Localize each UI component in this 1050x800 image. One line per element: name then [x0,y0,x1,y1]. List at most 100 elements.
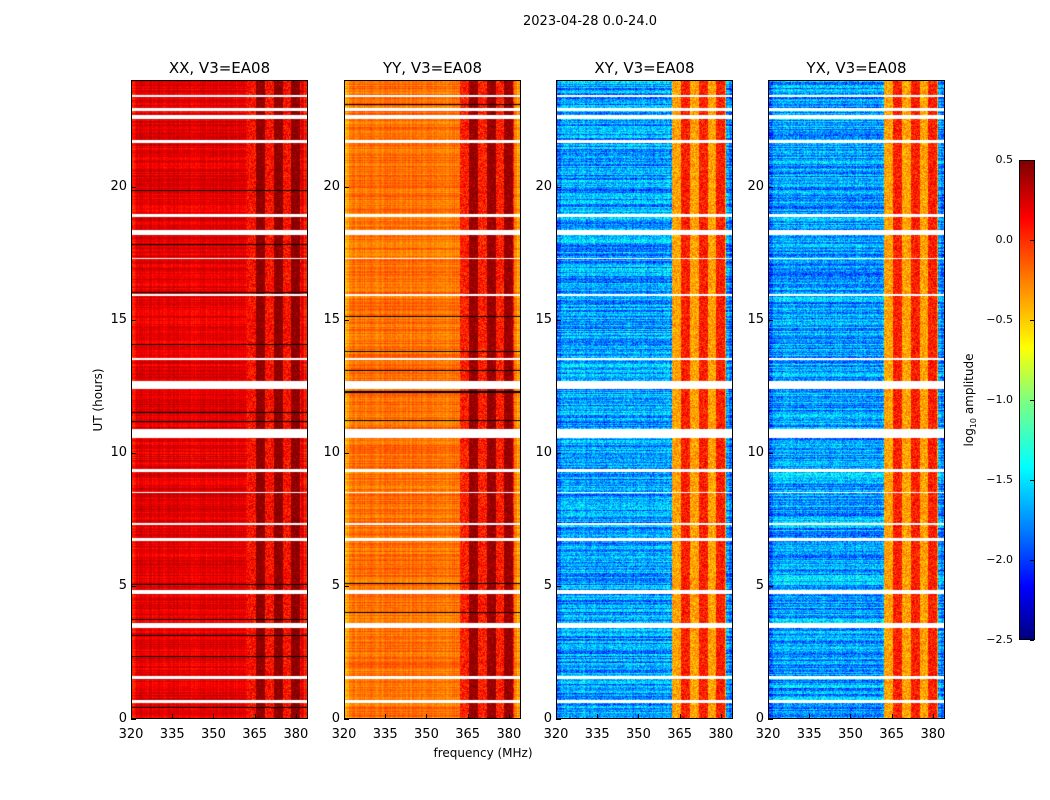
x-tick-mark [172,714,174,719]
x-tick-mark [344,714,345,719]
colorbar-tick-mark [1030,480,1034,481]
y-tick-label: 0 [118,711,127,726]
heatmap-panel-4 [768,80,945,719]
y-tick-mark [556,452,561,454]
panel-title: YY, V3=EA08 [382,59,483,77]
x-tick-mark [597,714,599,719]
y-tick-mark [556,719,561,720]
y-tick-mark [131,585,136,587]
x-tick-label: 320 [543,727,569,742]
x-axis-label: frequency (MHz) [433,746,533,760]
x-tick-label: 380 [708,727,734,742]
x-tick-label: 350 [201,727,226,742]
colorbar-tick-label: −0.5 [986,313,1013,326]
colorbar-tick-label: −1.0 [986,393,1013,406]
panel-title: XX, V3=EA08 [168,59,271,77]
x-tick-label: 335 [584,727,610,742]
colorbar [1019,160,1035,640]
colorbar-tick-mark [1030,320,1034,321]
colorbar-tick-mark [1030,640,1034,641]
y-tick-label: 15 [110,311,127,327]
x-tick-mark [932,714,934,719]
y-axis-label: UT (hours) [91,368,105,432]
y-tick-label: 20 [747,178,764,194]
x-tick-mark [254,714,256,719]
panel-title: XY, V3=EA08 [594,59,695,77]
y-tick-label: 5 [755,577,764,593]
y-tick-label: 20 [110,178,127,194]
x-tick-mark [850,714,852,719]
y-tick-mark [344,452,349,454]
y-tick-mark [344,719,349,720]
y-tick-label: 0 [755,711,764,726]
colorbar-tick-label: −2.0 [986,553,1013,566]
x-tick-mark [891,714,893,719]
y-tick-mark [556,186,561,188]
figure-suptitle: 2023-04-28 0.0-24.0 [523,14,657,29]
x-tick-label: 365 [242,727,268,742]
x-tick-label: 320 [118,727,144,742]
y-tick-label: 5 [331,577,340,593]
colorbar-tick-mark [1030,240,1034,241]
y-tick-mark [768,719,773,720]
y-tick-mark [131,319,136,321]
x-tick-mark [213,714,215,719]
y-tick-label: 20 [535,178,552,194]
x-tick-label: 380 [496,727,522,742]
x-tick-label: 335 [159,727,185,742]
y-tick-label: 15 [747,311,764,327]
y-tick-mark [768,452,773,454]
x-tick-mark [385,714,387,719]
heatmap-panel-2 [344,80,521,719]
y-tick-label: 10 [323,444,340,460]
y-tick-mark [344,186,349,188]
y-tick-label: 5 [543,577,552,593]
y-tick-label: 15 [323,311,340,327]
y-tick-mark [768,186,773,188]
x-tick-mark [467,714,469,719]
y-tick-mark [768,585,773,587]
y-tick-mark [131,719,136,720]
y-tick-mark [131,452,136,454]
x-tick-label: 365 [455,727,481,742]
heatmap-image [557,81,732,718]
y-tick-label: 5 [118,577,127,593]
x-tick-label: 365 [667,727,693,742]
heatmap-panel-1 [131,80,308,719]
y-tick-label: 10 [535,444,552,460]
x-tick-label: 380 [283,727,309,742]
colorbar-tick-mark [1030,160,1034,161]
heatmap-image [132,81,307,718]
x-tick-label: 350 [838,727,863,742]
x-tick-mark [556,714,557,719]
colorbar-tick-mark [1030,400,1034,401]
y-tick-mark [344,585,349,587]
x-tick-mark [426,714,428,719]
y-tick-mark [344,319,349,321]
x-tick-mark [131,714,132,719]
heatmap-panel-3 [556,80,733,719]
x-tick-mark [809,714,811,719]
colorbar-tick-label: −1.5 [986,473,1013,486]
x-tick-label: 335 [372,727,398,742]
x-tick-label: 350 [626,727,651,742]
colorbar-tick-label: 0.5 [995,153,1014,166]
y-tick-label: 15 [535,311,552,327]
x-tick-mark [508,714,510,719]
x-tick-label: 350 [414,727,439,742]
x-tick-mark [295,714,297,719]
x-tick-label: 380 [920,727,946,742]
y-tick-label: 0 [543,711,552,726]
y-tick-mark [768,319,773,321]
y-tick-mark [131,186,136,188]
x-tick-mark [720,714,722,719]
y-tick-label: 10 [110,444,127,460]
colorbar-label: log10 amplitude [961,353,979,447]
y-tick-mark [556,585,561,587]
x-tick-mark [679,714,681,719]
colorbar-tick-label: 0.0 [995,233,1014,246]
panel-title: YX, V3=EA08 [806,59,907,77]
heatmap-image [769,81,944,718]
x-tick-label: 320 [331,727,357,742]
y-tick-label: 20 [323,178,340,194]
